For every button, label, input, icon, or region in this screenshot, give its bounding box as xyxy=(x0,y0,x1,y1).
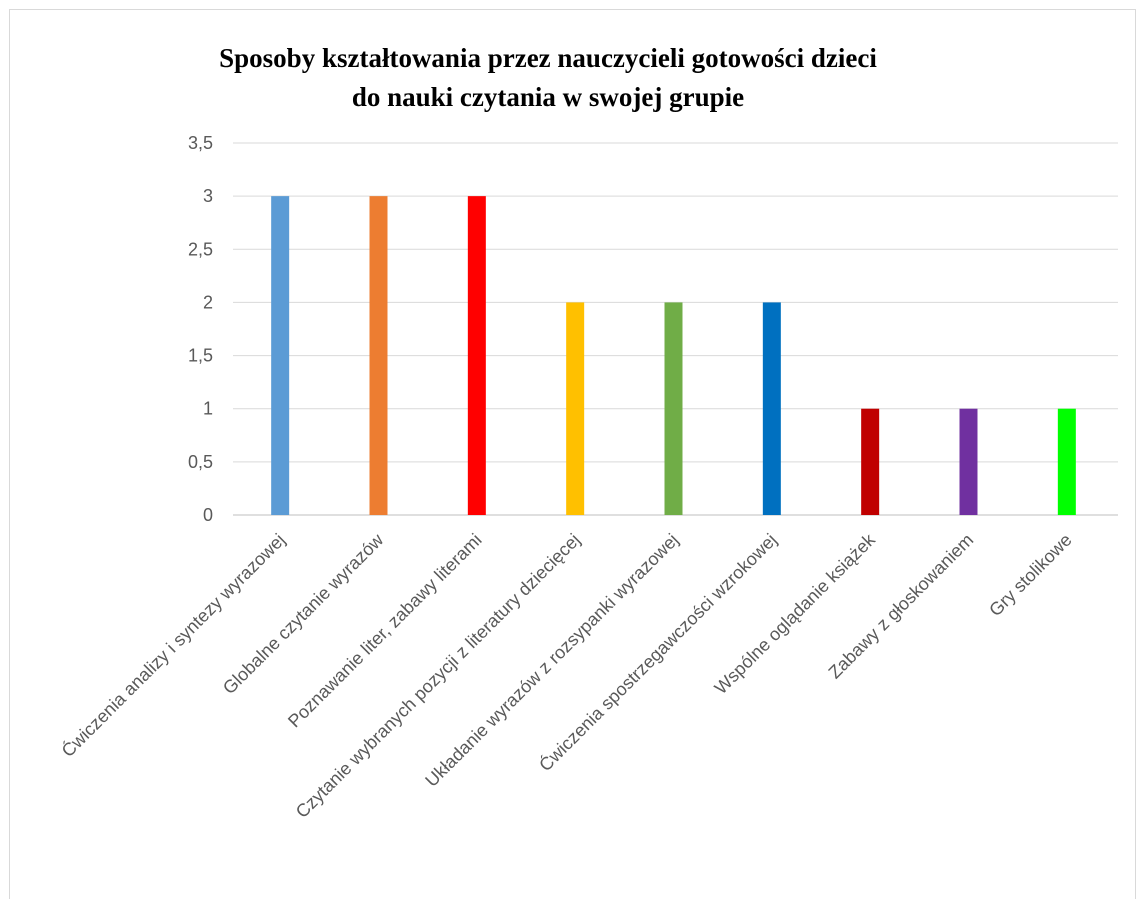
y-tick-label: 1,5 xyxy=(188,346,213,366)
x-category-label: Ćwiczenia analizy i syntezy wyrazowej xyxy=(57,529,289,761)
x-category-label: Wspólne oglądanie książek xyxy=(711,529,880,698)
y-tick-label: 0,5 xyxy=(188,452,213,472)
bar xyxy=(959,408,978,515)
y-tick-label: 0 xyxy=(203,505,213,525)
bar xyxy=(664,302,683,515)
bar xyxy=(271,196,290,515)
chart-title-line-2: do nauki czytania w swojej grupie xyxy=(352,82,744,112)
bar xyxy=(566,302,585,515)
y-tick-label: 3 xyxy=(203,186,213,206)
x-category-label: Globalne czytanie wyrazów xyxy=(219,529,388,698)
chart-title-line-1: Sposoby kształtowania przez nauczycieli … xyxy=(219,43,877,73)
bar xyxy=(467,196,486,515)
y-tick-label: 2 xyxy=(203,292,213,312)
bar xyxy=(861,408,880,515)
x-category-label: Gry stolikowe xyxy=(985,530,1076,621)
bar xyxy=(369,196,388,515)
bar xyxy=(1057,408,1076,515)
y-tick-label: 1 xyxy=(203,399,213,419)
y-tick-label: 3,5 xyxy=(188,133,213,153)
x-category-label: Poznawanie liter, zabawy literami xyxy=(284,530,486,732)
y-tick-label: 2,5 xyxy=(188,239,213,259)
bar xyxy=(762,302,781,515)
